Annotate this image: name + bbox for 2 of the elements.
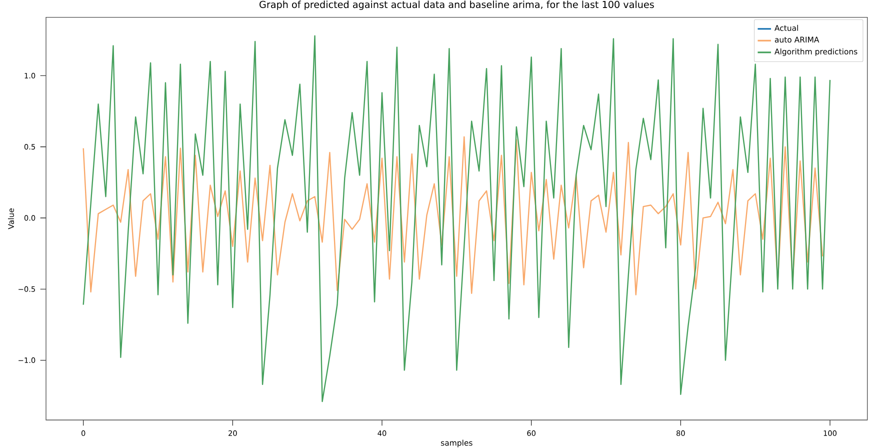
chart-title: Graph of predicted against actual data and baseline arima, for the last 100 values — [260, 0, 654, 10]
line-series — [82, 136, 824, 296]
